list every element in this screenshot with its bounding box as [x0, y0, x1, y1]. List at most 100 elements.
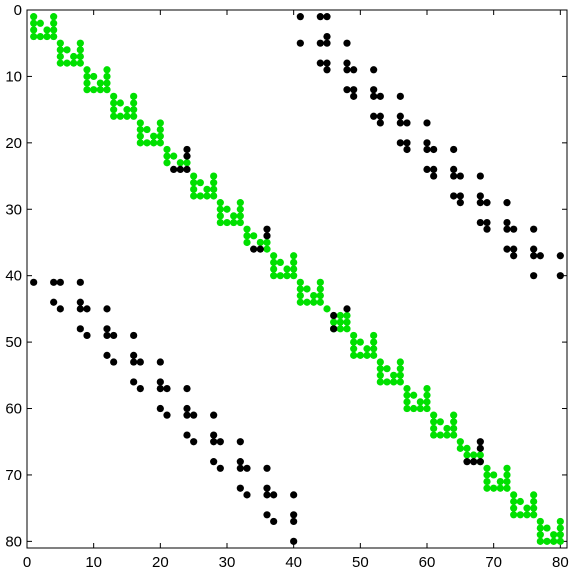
data-point: [43, 32, 51, 41]
data-point: [350, 86, 358, 94]
data-point: [190, 438, 198, 446]
data-point: [503, 471, 511, 479]
data-point: [316, 59, 324, 67]
data-point: [536, 517, 544, 526]
data-point: [530, 252, 538, 260]
data-point: [110, 112, 118, 120]
data-point: [370, 66, 378, 74]
data-point: [343, 39, 351, 47]
data-point: [243, 238, 251, 247]
data-point: [510, 511, 518, 519]
data-point: [116, 112, 124, 120]
data-point: [476, 172, 484, 180]
data-point: [236, 199, 244, 207]
data-point: [256, 238, 264, 247]
data-point: [136, 139, 144, 147]
data-point: [396, 378, 404, 386]
data-point: [550, 531, 558, 539]
data-point: [156, 119, 164, 127]
data-point: [210, 185, 218, 193]
data-point: [103, 331, 111, 340]
data-point: [476, 438, 484, 446]
data-point: [63, 59, 71, 67]
data-point: [303, 285, 311, 293]
data-point: [90, 86, 98, 94]
data-point: [543, 524, 551, 532]
data-point: [350, 92, 358, 100]
data-point: [183, 159, 191, 167]
data-point: [556, 272, 564, 280]
data-point: [396, 371, 404, 379]
data-point: [110, 106, 118, 114]
data-point: [156, 358, 164, 366]
data-point: [496, 477, 504, 486]
data-point: [343, 311, 351, 320]
data-point: [150, 139, 158, 147]
data-point: [543, 537, 551, 545]
data-point: [176, 165, 184, 174]
data-point: [243, 491, 251, 499]
data-point: [530, 504, 538, 512]
x-tick-label: 60: [419, 554, 436, 571]
data-point: [263, 491, 271, 499]
data-point: [50, 298, 58, 306]
data-point: [203, 185, 211, 193]
data-point: [223, 218, 231, 227]
data-point: [370, 92, 378, 100]
data-point: [270, 491, 278, 499]
data-point: [536, 524, 544, 532]
data-point: [290, 258, 298, 266]
data-point: [476, 199, 484, 207]
data-point: [270, 258, 278, 266]
data-point: [430, 172, 438, 180]
data-point: [236, 464, 244, 472]
data-point: [403, 384, 411, 393]
y-tick-label: 40: [5, 268, 22, 285]
data-point: [183, 384, 191, 393]
data-point: [496, 484, 504, 492]
data-point: [296, 285, 304, 293]
data-point: [236, 205, 244, 213]
data-point: [390, 378, 398, 386]
data-point: [130, 331, 138, 340]
data-point: [56, 305, 64, 313]
data-point: [370, 351, 378, 359]
data-point: [490, 484, 498, 492]
data-point: [430, 431, 438, 439]
data-point: [450, 165, 458, 174]
data-point: [216, 205, 224, 213]
data-point: [276, 272, 284, 280]
data-point: [483, 484, 491, 492]
data-point: [503, 245, 511, 253]
data-point: [556, 252, 564, 260]
data-point: [343, 66, 351, 74]
data-point: [243, 232, 251, 240]
data-point: [530, 272, 538, 280]
data-point: [283, 272, 291, 280]
data-point: [310, 292, 318, 300]
data-point: [450, 145, 458, 154]
data-point: [290, 491, 298, 499]
data-point: [63, 46, 71, 54]
data-point: [216, 212, 224, 220]
data-point: [210, 192, 218, 200]
data-point: [456, 172, 464, 180]
data-point: [510, 491, 518, 499]
x-tick-label: 10: [85, 554, 102, 571]
data-point: [343, 59, 351, 67]
data-point: [190, 192, 198, 200]
data-point: [363, 345, 371, 353]
data-point: [270, 517, 278, 526]
data-point: [376, 92, 384, 100]
data-point: [70, 59, 78, 67]
data-point: [316, 298, 324, 306]
data-point: [396, 112, 404, 120]
data-point: [96, 79, 104, 87]
data-point: [323, 305, 331, 313]
data-point: [403, 404, 411, 413]
x-tick-label: 50: [352, 554, 369, 571]
data-point: [110, 331, 118, 340]
data-point: [143, 139, 151, 147]
data-point: [296, 278, 304, 286]
data-point: [503, 464, 511, 472]
